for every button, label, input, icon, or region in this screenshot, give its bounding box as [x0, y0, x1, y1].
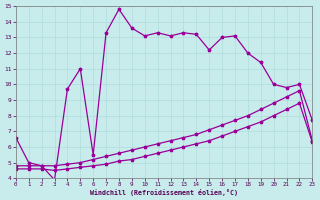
X-axis label: Windchill (Refroidissement éolien,°C): Windchill (Refroidissement éolien,°C) [90, 189, 238, 196]
